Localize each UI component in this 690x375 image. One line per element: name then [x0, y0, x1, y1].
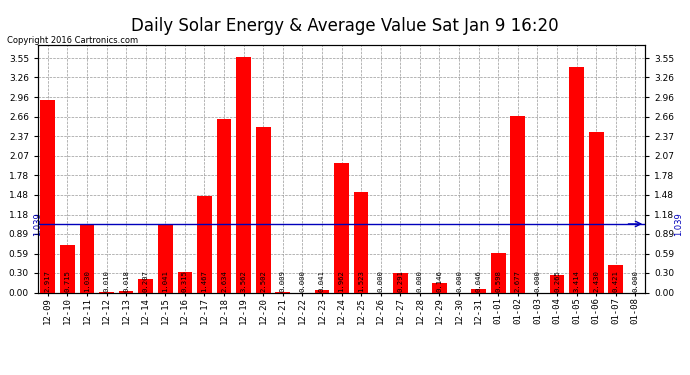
Bar [79, 225, 95, 292]
Bar [609, 265, 623, 292]
Text: 0.207: 0.207 [143, 270, 148, 292]
Bar [236, 57, 251, 292]
Text: 1.467: 1.467 [201, 270, 208, 292]
Text: 1.039: 1.039 [33, 212, 42, 236]
Text: 0.598: 0.598 [495, 270, 501, 292]
Bar [41, 100, 55, 292]
Bar [256, 128, 270, 292]
Text: 3.562: 3.562 [241, 270, 246, 292]
Text: 0.000: 0.000 [535, 270, 540, 292]
Bar [550, 275, 564, 292]
Text: 1.041: 1.041 [162, 270, 168, 292]
Bar [393, 273, 408, 292]
Bar [334, 163, 349, 292]
Text: 0.146: 0.146 [437, 270, 442, 292]
Text: 2.677: 2.677 [515, 270, 521, 292]
Bar [158, 224, 172, 292]
Text: 0.000: 0.000 [456, 270, 462, 292]
Bar [511, 116, 525, 292]
Text: 0.009: 0.009 [279, 270, 286, 292]
Text: 2.917: 2.917 [45, 270, 51, 292]
Bar [491, 253, 506, 292]
Text: 1.523: 1.523 [358, 270, 364, 292]
Bar [432, 283, 447, 292]
Text: 0.000: 0.000 [377, 270, 384, 292]
Text: 0.000: 0.000 [299, 270, 306, 292]
Bar [315, 290, 329, 292]
Text: 1.962: 1.962 [339, 270, 344, 292]
Text: 0.000: 0.000 [632, 270, 638, 292]
Text: 0.018: 0.018 [123, 270, 129, 292]
Bar [471, 290, 486, 292]
Text: 2.430: 2.430 [593, 270, 599, 292]
Text: 0.265: 0.265 [554, 270, 560, 292]
Text: 0.715: 0.715 [64, 270, 70, 292]
Text: 2.634: 2.634 [221, 270, 227, 292]
Bar [569, 67, 584, 292]
Text: 2.502: 2.502 [260, 270, 266, 292]
Bar [197, 196, 212, 292]
Bar [589, 132, 604, 292]
Text: 0.010: 0.010 [104, 270, 110, 292]
Text: 0.315: 0.315 [182, 270, 188, 292]
Bar [354, 192, 368, 292]
Text: 0.046: 0.046 [475, 270, 482, 292]
Text: 1.030: 1.030 [84, 270, 90, 292]
Text: 0.041: 0.041 [319, 270, 325, 292]
Text: 0.291: 0.291 [397, 270, 404, 292]
Bar [138, 279, 153, 292]
Text: 1.039: 1.039 [674, 212, 683, 236]
Bar [217, 118, 231, 292]
Bar [119, 291, 133, 292]
Text: 3.414: 3.414 [573, 270, 580, 292]
Text: 0.000: 0.000 [417, 270, 423, 292]
Text: Copyright 2016 Cartronics.com: Copyright 2016 Cartronics.com [7, 36, 138, 45]
Text: 0.421: 0.421 [613, 270, 619, 292]
Bar [177, 272, 193, 292]
Bar [60, 245, 75, 292]
Text: Daily Solar Energy & Average Value Sat Jan 9 16:20: Daily Solar Energy & Average Value Sat J… [131, 17, 559, 35]
